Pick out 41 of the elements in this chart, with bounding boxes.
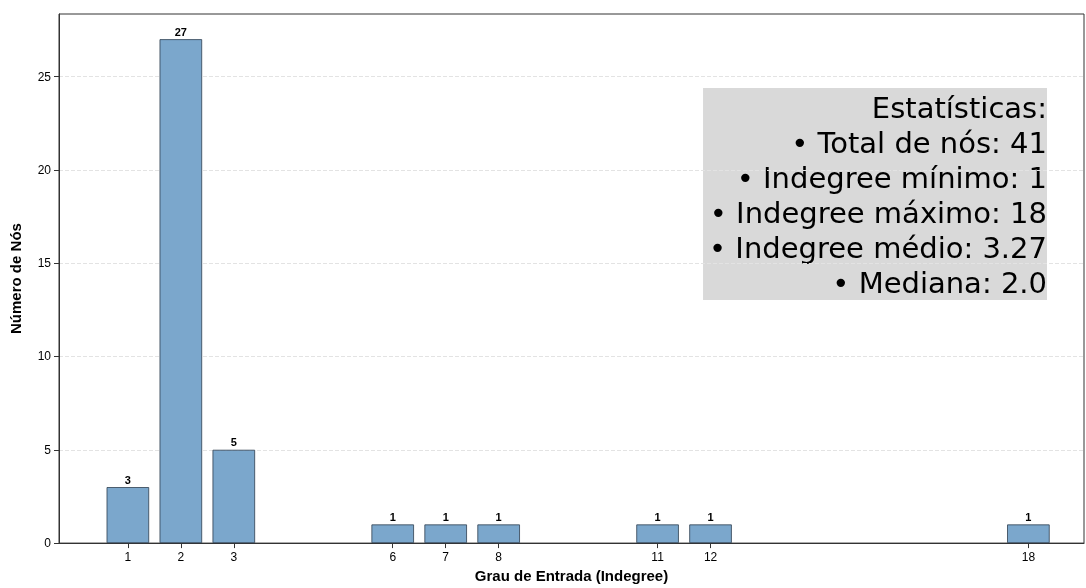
y-tick-label: 15 xyxy=(37,256,52,271)
annotation: • Total de nós: 41 xyxy=(791,125,1047,160)
x-tick-label: 6 xyxy=(389,550,397,565)
x-tick-label: 3 xyxy=(230,550,238,565)
data-label: 1 xyxy=(442,510,449,523)
x-tick-label: 2 xyxy=(177,550,185,565)
data-label: 1 xyxy=(1025,510,1032,523)
y-tick-label: 5 xyxy=(44,442,52,457)
bar xyxy=(371,524,414,544)
x-tick-label: 8 xyxy=(495,550,503,565)
x-tick-label: 12 xyxy=(703,550,718,565)
annotation: • Indegree máximo: 18 xyxy=(709,195,1047,230)
y-tick-label: 10 xyxy=(37,349,52,364)
data-label: 1 xyxy=(707,510,714,523)
data-label: 1 xyxy=(654,510,661,523)
data-label: 27 xyxy=(174,25,187,38)
y-tick-label: 20 xyxy=(37,162,52,177)
x-axis-title: Grau de Entrada (Indegree) xyxy=(474,567,669,584)
y-axis-title: Número de Nós xyxy=(7,223,24,334)
x-tick-label: 7 xyxy=(442,550,450,565)
annotation: Estatísticas: xyxy=(871,90,1047,125)
data-label: 1 xyxy=(495,510,502,523)
bar xyxy=(689,524,732,544)
data-label: 3 xyxy=(124,473,131,486)
y-tick-label: 25 xyxy=(37,69,52,84)
bar xyxy=(424,524,467,544)
annotation: • Mediana: 2.0 xyxy=(832,265,1047,300)
bar xyxy=(1007,524,1050,544)
bar xyxy=(477,524,520,544)
annotation: • Indegree médio: 3.27 xyxy=(709,230,1047,265)
x-tick-label: 11 xyxy=(651,550,665,565)
y-tick-label: 0 xyxy=(44,536,52,551)
data-label: 1 xyxy=(389,510,396,523)
x-tick-label: 18 xyxy=(1021,550,1036,565)
bar xyxy=(636,524,679,544)
bar xyxy=(106,487,150,544)
annotation: • Indegree mínimo: 1 xyxy=(736,160,1047,195)
bar xyxy=(212,449,256,544)
x-tick-label: 1 xyxy=(124,550,132,565)
bar xyxy=(159,39,203,544)
data-label: 5 xyxy=(230,436,237,449)
